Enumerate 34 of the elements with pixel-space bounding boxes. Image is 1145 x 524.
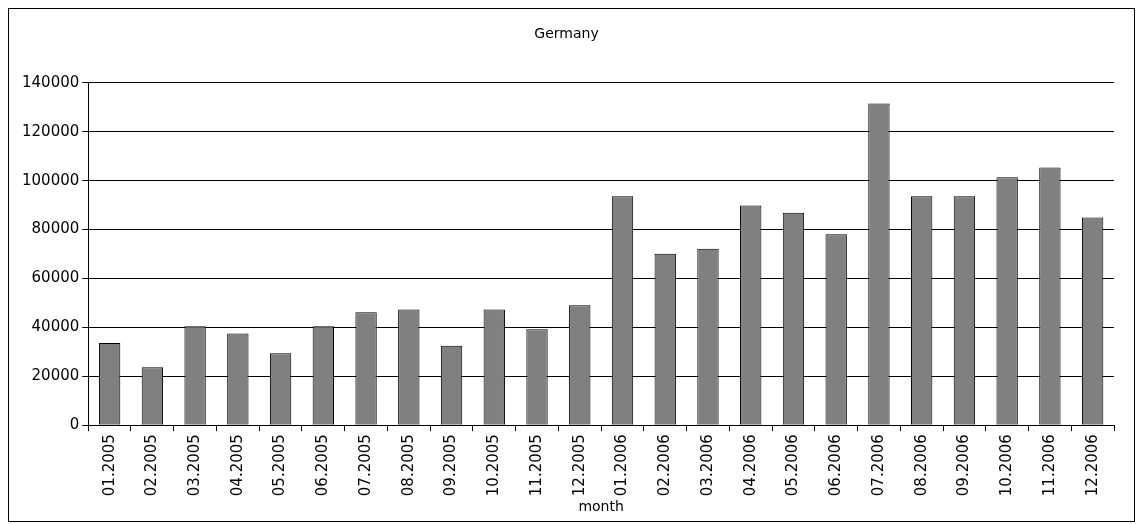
y-tick-label: 100000 — [22, 170, 80, 189]
x-tick-label: 12.2005 — [569, 434, 588, 497]
x-tick-label: 03.2006 — [697, 434, 716, 497]
x-tick-label: 04.2006 — [740, 434, 759, 497]
x-tick-label: 12.2006 — [1082, 434, 1101, 497]
x-tick-label: 08.2006 — [911, 434, 930, 497]
x-tick-label: 09.2005 — [441, 434, 460, 497]
x-tick-label: 02.2005 — [142, 434, 161, 497]
x-tick-label: 02.2006 — [655, 434, 674, 497]
x-tick-label: 10.2005 — [484, 434, 503, 497]
x-tick-label: 11.2006 — [1039, 434, 1058, 497]
y-tick-label: 0 — [69, 415, 80, 434]
y-tick-label: 120000 — [22, 121, 80, 140]
y-tick-label: 20000 — [31, 366, 80, 385]
x-tick-label: 03.2005 — [185, 434, 203, 497]
y-tick-label: 40000 — [31, 317, 80, 336]
x-tick-label: 08.2005 — [398, 434, 417, 497]
x-tick-label: 06.2006 — [826, 434, 845, 497]
x-tick-label: 05.2006 — [783, 434, 802, 497]
x-tick-label: 10.2006 — [997, 434, 1016, 497]
x-axis-title: month — [578, 498, 624, 515]
chart-title: Germany — [534, 25, 599, 42]
x-tick-label: 06.2005 — [313, 434, 332, 497]
y-tick-label: 60000 — [31, 268, 80, 287]
x-tick-label: 04.2005 — [227, 434, 246, 497]
x-tick-label: 07.2006 — [868, 434, 887, 497]
x-tick-label: 11.2005 — [526, 434, 545, 497]
x-tick-label: 01.2006 — [612, 434, 631, 497]
x-tick-label: 01.2005 — [99, 434, 118, 497]
x-tick-label: 09.2006 — [954, 434, 973, 497]
y-tick-label: 80000 — [31, 219, 80, 238]
y-tick-label: 140000 — [22, 72, 80, 91]
x-tick-label: 07.2005 — [355, 434, 374, 497]
x-tick-label: 05.2005 — [270, 434, 289, 497]
